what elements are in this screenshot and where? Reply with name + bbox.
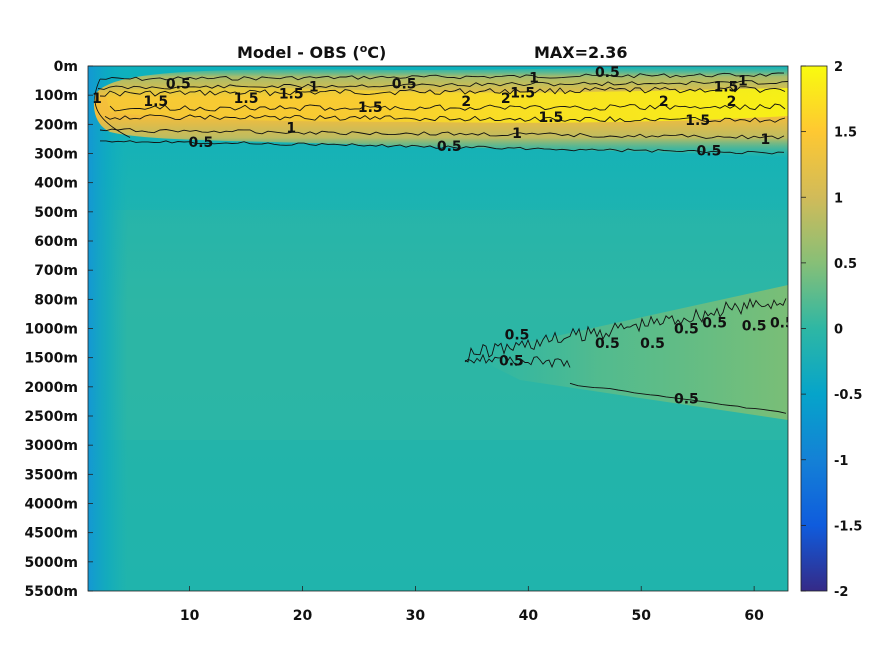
x-tick-label: 20 bbox=[293, 608, 313, 624]
y-tick-label: 500m bbox=[34, 205, 78, 221]
contour-label: 1 bbox=[309, 79, 319, 95]
chart-title-max: MAX=2.36 bbox=[534, 43, 628, 62]
contour-label: 0.5 bbox=[702, 316, 727, 332]
y-tick-label: 600m bbox=[34, 234, 78, 250]
contour-lines bbox=[94, 72, 788, 414]
contour-label: 0.5 bbox=[674, 392, 699, 408]
y-tick-label: 0m bbox=[54, 59, 78, 75]
contour-label: 2 bbox=[461, 94, 471, 110]
heatmap-warm-core bbox=[105, 87, 788, 123]
contour-label: 0.5 bbox=[674, 322, 699, 338]
contour-deep-0.5-upper bbox=[464, 297, 787, 363]
colorbar-tick-label: -1.5 bbox=[834, 519, 862, 534]
contour-labels: 0.5 1 0.50.511 1.5 1.5 1.51.5 2 2 1.512 21.511.5 1… bbox=[92, 65, 795, 408]
colorbar-tick-label: -0.5 bbox=[834, 388, 862, 403]
heatmap-field: 0.5 1 0.50.511 1.5 1.5 1.51.5 2 2 1.512 21.511.5 1… bbox=[88, 65, 795, 591]
colorbar-tick-label: 0.5 bbox=[834, 257, 857, 272]
colorbar-tick-label: -1 bbox=[834, 454, 848, 469]
contour-2-dotted bbox=[109, 103, 786, 112]
contour-label: 1.5 bbox=[143, 94, 168, 110]
contour-label: 0.5 bbox=[437, 139, 462, 155]
colorbar: 2 1.5 1 0.5 0 -0.5 -1 -1.5 -2 bbox=[800, 60, 862, 600]
contour-label: 0.5 bbox=[595, 65, 620, 81]
contour-deep-0.5-lower bbox=[569, 382, 787, 414]
contour-deep-0.5-wedge bbox=[464, 353, 571, 369]
y-tick-label: 700m bbox=[34, 263, 78, 279]
contour-label: 0.5 bbox=[499, 354, 524, 370]
y-tick-label: 100m bbox=[34, 88, 78, 104]
contour-1-upper bbox=[97, 80, 788, 90]
y-tick-label: 1500m bbox=[24, 351, 78, 367]
contour-label: 0.5 bbox=[640, 336, 665, 352]
contour-label: 0.5 bbox=[188, 135, 213, 151]
contour-label: 1.5 bbox=[358, 100, 383, 116]
y-tick-label: 800m bbox=[34, 292, 78, 308]
contour-label: 1.5 bbox=[538, 110, 563, 126]
y-tick-label: 4500m bbox=[24, 526, 78, 542]
colorbar-tick-label: 1.5 bbox=[834, 126, 857, 141]
contour-1.5-lower bbox=[104, 114, 786, 123]
x-tick-label: 40 bbox=[519, 608, 539, 624]
contour-label: 1.5 bbox=[510, 85, 535, 101]
contour-label: 2 bbox=[501, 91, 511, 107]
chart-title-left: Model - OBS (oC) bbox=[237, 42, 386, 62]
contour-label: 1.5 bbox=[713, 79, 738, 95]
contour-left-bend bbox=[94, 78, 131, 138]
y-tick-label: 3500m bbox=[24, 467, 78, 483]
contour-label: 1 bbox=[512, 126, 522, 142]
y-tick-label: 1000m bbox=[24, 322, 78, 338]
contour-label: 1 bbox=[529, 71, 539, 87]
y-tick-label: 5500m bbox=[24, 584, 78, 600]
contour-label: 1 bbox=[286, 120, 296, 136]
contour-label: 0.5 bbox=[166, 77, 191, 93]
colorbar-ticks: 2 1.5 1 0.5 0 -0.5 -1 -1.5 -2 bbox=[801, 60, 862, 600]
contour-label: 0.5 bbox=[392, 77, 417, 93]
x-tick-label: 10 bbox=[180, 608, 200, 624]
x-tick-label: 30 bbox=[406, 608, 426, 624]
contour-label: 1 bbox=[92, 91, 102, 107]
y-tick-label: 300m bbox=[34, 147, 78, 163]
heatmap-left-edge bbox=[88, 66, 128, 591]
contour-label: 1 bbox=[761, 132, 771, 148]
contour-label: 1 bbox=[738, 74, 748, 90]
y-tick-label: 2000m bbox=[24, 380, 78, 396]
y-axis: 0m 100m 200m 300m 400m 500m 600m 700m 800m 1000m 1… bbox=[24, 59, 93, 600]
contour-label: 0.5 bbox=[595, 336, 620, 352]
contour-label: 1.5 bbox=[685, 113, 710, 129]
y-tick-label: 4000m bbox=[24, 497, 78, 513]
contour-label: 0.5 bbox=[742, 319, 767, 335]
contour-0.5-lower bbox=[100, 140, 785, 155]
x-axis: 10 20 30 40 50 60 bbox=[180, 586, 764, 624]
colorbar-tick-label: 0 bbox=[834, 323, 843, 338]
contour-label: 1.5 bbox=[279, 87, 304, 103]
y-tick-label: 3000m bbox=[24, 438, 78, 454]
contour-label: 0.5 bbox=[770, 316, 795, 332]
x-tick-label: 50 bbox=[631, 608, 651, 624]
contour-label: 2 bbox=[727, 94, 737, 110]
y-tick-label: 200m bbox=[34, 117, 78, 133]
y-tick-label: 5000m bbox=[24, 555, 78, 571]
contour-label: 2 bbox=[659, 94, 669, 110]
contour-1-lower bbox=[99, 128, 785, 140]
colorbar-tick-label: 2 bbox=[834, 60, 843, 75]
contour-1.5-upper bbox=[99, 86, 786, 97]
contour-0.5-upper bbox=[99, 72, 785, 81]
colorbar-tick-label: 1 bbox=[834, 191, 843, 206]
contour-label: 1.5 bbox=[234, 91, 259, 107]
heatmap-deep-warm-patch bbox=[470, 285, 788, 420]
contour-label: 0.5 bbox=[505, 327, 530, 343]
contour-label: 0.5 bbox=[697, 144, 722, 160]
y-tick-label: 400m bbox=[34, 176, 78, 192]
heatmap-abyssal-tone bbox=[88, 440, 788, 591]
x-tick-label: 60 bbox=[744, 608, 764, 624]
colorbar-tick-label: -2 bbox=[834, 585, 848, 600]
y-tick-label: 2500m bbox=[24, 409, 78, 425]
